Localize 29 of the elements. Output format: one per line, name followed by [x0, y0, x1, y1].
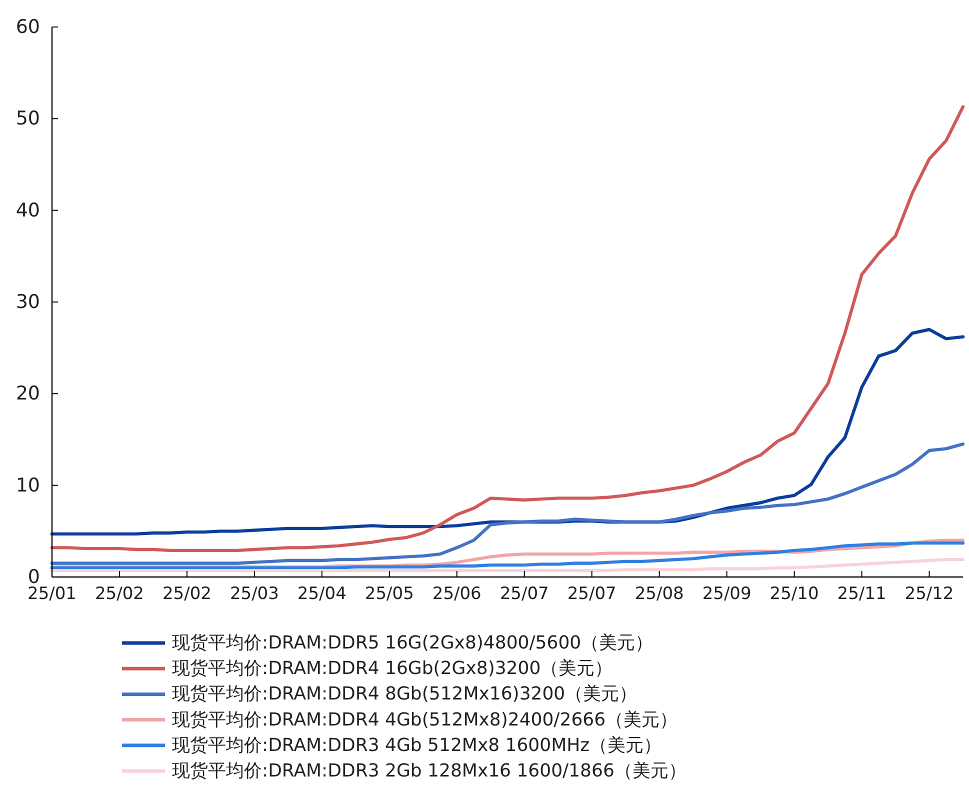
x-tick-label: 25/10	[770, 584, 819, 604]
x-tick-label: 25/02	[162, 584, 212, 604]
x-tick-label: 25/02	[94, 584, 144, 604]
line-series	[50, 442, 965, 565]
x-tick-label: 25/01	[28, 584, 76, 604]
x-tick-label: 25/09	[702, 584, 752, 604]
legend-label: 现货平均价:DRAM:DDR3 4Gb 512Mx8 1600MHz（美元）	[172, 734, 662, 756]
legend-label: 现货平均价:DRAM:DDR4 4Gb(512Mx8)2400/2666（美元）	[172, 709, 678, 730]
x-tick-label: 25/08	[634, 584, 684, 604]
x-tick-label: 25/07	[500, 584, 549, 604]
x-tick-label: 25/04	[297, 584, 346, 604]
y-tick-label: 50	[16, 108, 40, 130]
x-tick-label: 25/06	[432, 584, 482, 604]
x-tick-label: 25/11	[837, 584, 886, 604]
x-tick-label: 25/03	[230, 584, 279, 604]
y-tick-label: 20	[16, 382, 40, 405]
x-tick-label: 25/12	[904, 584, 954, 604]
legend-label: 现货平均价:DRAM:DDR3 2Gb 128Mx16 1600/1866（美元）	[172, 760, 686, 782]
x-tick-label: 25/05	[364, 584, 414, 604]
y-tick-label: 10	[16, 474, 40, 496]
line-series	[50, 105, 965, 552]
legend-label: 现货平均价:DRAM:DDR4 16Gb(2Gx8)3200（美元）	[172, 658, 613, 680]
y-tick-label: 40	[16, 199, 40, 222]
y-tick-label: 60	[16, 16, 40, 38]
legend-label: 现货平均价:DRAM:DDR5 16G(2Gx8)4800/5600（美元）	[172, 632, 654, 654]
line-series	[50, 558, 965, 572]
legend-label: 现货平均价:DRAM:DDR4 8Gb(512Mx16)3200（美元）	[172, 684, 638, 705]
x-tick-label: 25/07	[567, 584, 616, 604]
y-tick-label: 30	[16, 291, 40, 313]
